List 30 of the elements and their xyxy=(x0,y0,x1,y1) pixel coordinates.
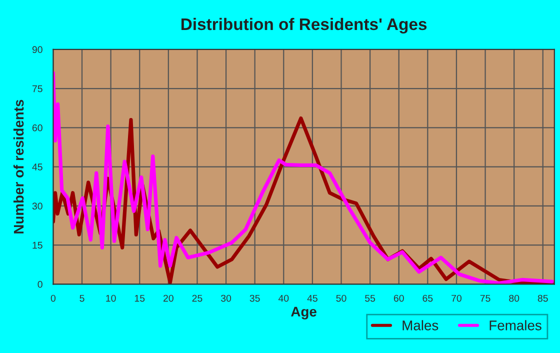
y-tick-label: 15 xyxy=(32,242,42,249)
y-tick-label: 45 xyxy=(32,164,42,170)
x-tick-label: 85 xyxy=(538,294,548,302)
x-tick-label: 35 xyxy=(250,294,260,302)
x-tick-label: 65 xyxy=(422,294,433,302)
x-tick-label: 75 xyxy=(480,294,490,302)
y-tick-label: 60 xyxy=(32,124,42,132)
y-tick-label: 30 xyxy=(32,202,42,210)
y-tick-label: 0 xyxy=(38,280,42,288)
x-tick-label: 60 xyxy=(394,294,404,302)
x-tick-label: 45 xyxy=(307,294,318,302)
x-tick-label: 15 xyxy=(134,294,145,302)
x-tick-label: 80 xyxy=(509,294,520,302)
x-tick-label: 10 xyxy=(106,294,116,302)
x-tick-label: 0 xyxy=(50,294,56,302)
x-axis-title: Age xyxy=(291,306,316,320)
y-axis-title: Number of residents xyxy=(13,100,24,234)
legend-label: Females xyxy=(490,320,542,330)
x-tick-label: 70 xyxy=(452,294,462,302)
y-tick-label: 90 xyxy=(32,46,42,54)
x-tick-label: 25 xyxy=(192,294,202,302)
chart-title: Distribution of Residents' Ages xyxy=(181,18,427,34)
x-tick-label: 5 xyxy=(80,294,84,302)
y-tick-label: 75 xyxy=(32,85,42,92)
x-tick-label: 55 xyxy=(365,294,376,302)
x-tick-label: 30 xyxy=(220,294,232,302)
x-tick-label: 40 xyxy=(278,294,289,302)
x-tick-label: 50 xyxy=(336,294,346,302)
x-tick-label: 20 xyxy=(164,294,174,302)
legend-label: Males xyxy=(402,320,438,330)
